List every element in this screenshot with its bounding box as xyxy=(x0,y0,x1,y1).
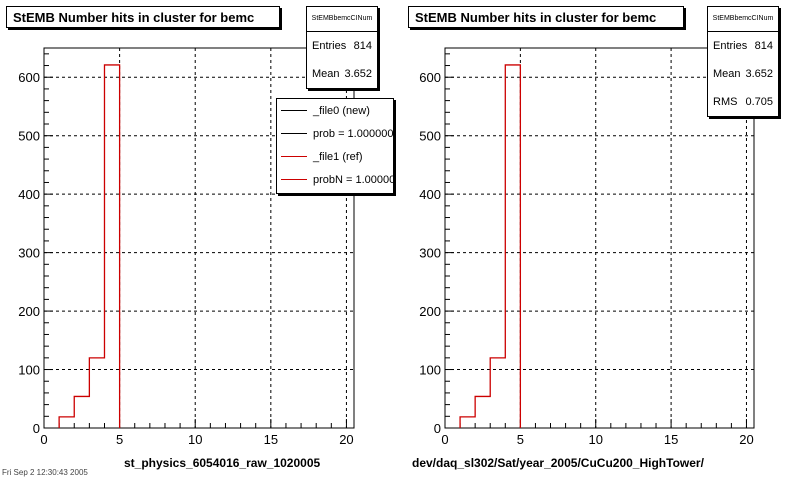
histogram-bin xyxy=(89,358,104,428)
stats-row-entries: Entries 814 xyxy=(708,32,778,60)
legend-label: _file0 (new) xyxy=(313,104,370,117)
legend-box: _file0 (new) prob = 1.000000 _file1 (ref… xyxy=(276,98,394,194)
legend-entry: prob = 1.000000 xyxy=(277,122,393,145)
stats-row-entries: Entries 814 xyxy=(307,32,377,60)
x-tick-label: 5 xyxy=(517,432,524,447)
stats-name: StEMBbemcCINum xyxy=(708,7,778,32)
y-tick-label: 100 xyxy=(419,363,441,378)
stats-label: Mean xyxy=(713,68,741,80)
histogram-bin xyxy=(104,65,119,428)
histogram-series-outline xyxy=(58,64,121,428)
x-tick-label: 5 xyxy=(116,432,123,447)
stats-value: 3.652 xyxy=(344,68,372,80)
stats-value: 0.705 xyxy=(745,96,773,108)
stats-label: Entries xyxy=(713,40,748,52)
timestamp-footer: Fri Sep 2 12:30:43 2005 xyxy=(2,468,88,477)
legend-label: prob = 1.000000 xyxy=(313,127,394,140)
histogram-title: StEMB Number hits in cluster for bemc xyxy=(408,6,684,28)
stats-box: StEMBbemcCINum Entries 814 Mean 3.652 xyxy=(306,6,378,89)
legend-line-icon xyxy=(281,179,307,180)
x-tick-label: 15 xyxy=(664,432,678,447)
legend-line-icon xyxy=(281,133,307,134)
x-tick-label: 20 xyxy=(339,432,353,447)
y-tick-label: 500 xyxy=(18,129,40,144)
x-tick-label: 20 xyxy=(739,432,753,447)
histogram-bin xyxy=(505,65,520,428)
stats-row-rms: RMS 0.705 xyxy=(708,88,778,116)
histogram-bin xyxy=(490,358,505,428)
y-tick-label: 0 xyxy=(33,421,40,436)
stats-name: StEMBbemcCINum xyxy=(307,7,377,32)
y-tick-label: 300 xyxy=(18,246,40,261)
plot-frame xyxy=(444,47,755,429)
stats-label: Entries xyxy=(312,40,347,52)
histogram-pad-left: 0 5 10 15 20 0 100 200 300 400 500 600 StEMB Number… xyxy=(6,6,394,470)
stats-value: 814 xyxy=(353,40,372,52)
file-label: dev/daq_sl302/Sat/year_2005/CuCu200_High… xyxy=(412,456,704,470)
y-tick-label: 400 xyxy=(419,187,441,202)
legend-label: probN = 1.000000 xyxy=(313,173,394,186)
legend-label: _file1 (ref) xyxy=(313,150,363,163)
legend-entry: probN = 1.000000 xyxy=(277,168,393,191)
y-tick-label: 100 xyxy=(18,363,40,378)
histogram-series-outline xyxy=(459,64,522,428)
stats-label: Mean xyxy=(312,68,340,80)
y-tick-label: 200 xyxy=(419,304,441,319)
stats-row-mean: Mean 3.652 xyxy=(708,60,778,88)
legend-entry: _file1 (ref) xyxy=(277,145,393,168)
histogram-title: StEMB Number hits in cluster for bemc xyxy=(6,6,280,28)
plot-frame xyxy=(43,47,355,429)
x-tick-label: 0 xyxy=(40,432,47,447)
y-tick-label: 300 xyxy=(419,246,441,261)
histogram-bin xyxy=(475,396,490,428)
stats-row-mean: Mean 3.652 xyxy=(307,60,377,88)
stats-box: StEMBbemcCINum Entries 814 Mean 3.652 RM… xyxy=(707,6,779,117)
x-tick-label: 10 xyxy=(588,432,602,447)
x-tick-label: 10 xyxy=(188,432,202,447)
stats-label: RMS xyxy=(713,96,738,108)
legend-line-icon xyxy=(281,110,307,111)
y-tick-label: 600 xyxy=(419,70,441,85)
histogram-pad-right: 0 5 10 15 20 0 100 200 300 400 500 600 StEMB Number… xyxy=(400,0,800,480)
histogram-bin xyxy=(74,396,89,428)
stats-value: 814 xyxy=(754,40,773,52)
histogram-bin xyxy=(460,417,475,428)
x-tick-label: 15 xyxy=(264,432,278,447)
stats-value: 3.652 xyxy=(745,68,773,80)
y-tick-label: 600 xyxy=(18,70,40,85)
file-label: st_physics_6054016_raw_1020005 xyxy=(124,456,321,470)
y-tick-label: 500 xyxy=(419,129,441,144)
y-tick-label: 400 xyxy=(18,187,40,202)
legend-entry: _file0 (new) xyxy=(277,99,393,122)
legend-line-icon xyxy=(281,156,307,157)
y-tick-label: 0 xyxy=(434,421,441,436)
y-tick-label: 200 xyxy=(18,304,40,319)
x-tick-label: 0 xyxy=(441,432,448,447)
histogram-bin xyxy=(59,417,74,428)
